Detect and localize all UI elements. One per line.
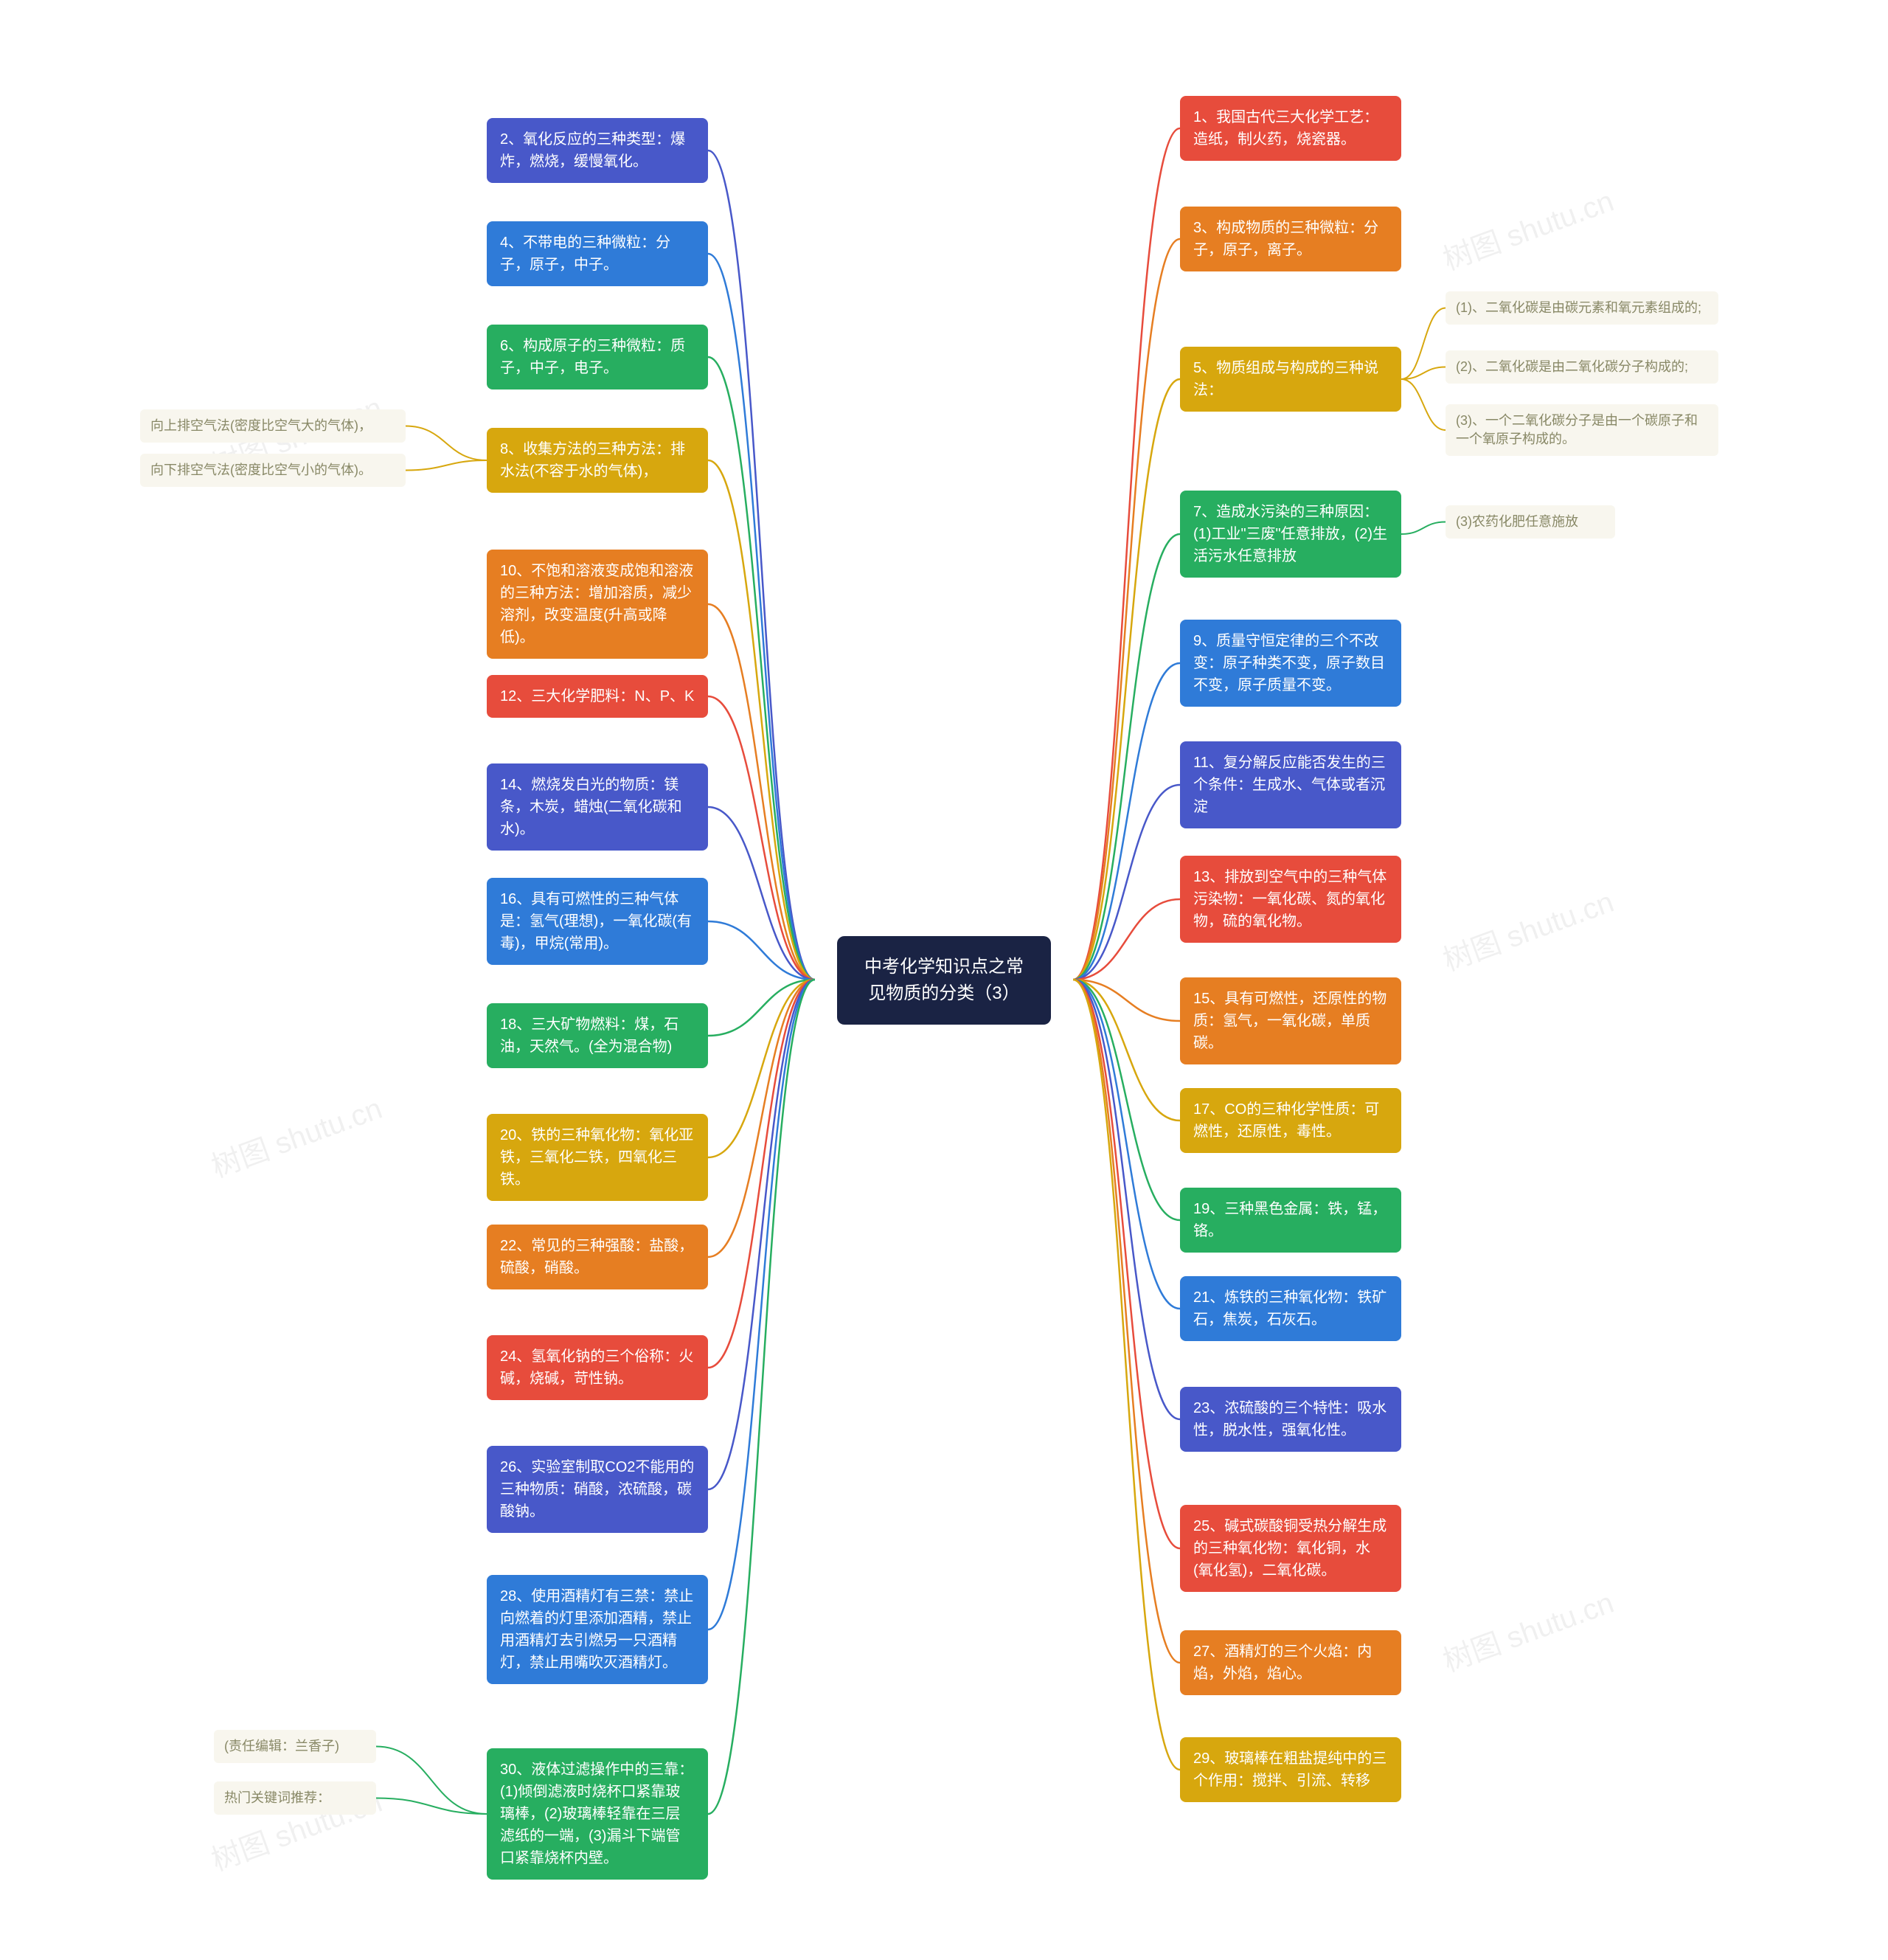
branch-node: 8、收集方法的三种方法：排水法(不容于水的气体)， bbox=[487, 428, 708, 493]
branch-node: 11、复分解反应能否发生的三个条件：生成水、气体或者沉淀 bbox=[1180, 741, 1401, 828]
branch-node: 7、造成水污染的三种原因：(1)工业"三废"任意排放，(2)生活污水任意排放 bbox=[1180, 491, 1401, 578]
sub-node: (2)、二氧化碳是由二氧化碳分子构成的; bbox=[1446, 350, 1718, 384]
sub-node: (责任编辑：兰香子) bbox=[214, 1730, 376, 1763]
branch-node: 6、构成原子的三种微粒：质子，中子，电子。 bbox=[487, 325, 708, 389]
sub-node: 向上排空气法(密度比空气大的气体)， bbox=[140, 409, 406, 443]
branch-node: 3、构成物质的三种微粒：分子，原子，离子。 bbox=[1180, 207, 1401, 271]
sub-node: (3)、一个二氧化碳分子是由一个碳原子和一个氧原子构成的。 bbox=[1446, 404, 1718, 456]
branch-node: 23、浓硫酸的三个特性：吸水性，脱水性，强氧化性。 bbox=[1180, 1387, 1401, 1452]
branch-node: 25、碱式碳酸铜受热分解生成的三种氧化物：氧化铜，水(氧化氢)，二氧化碳。 bbox=[1180, 1505, 1401, 1592]
branch-node: 29、玻璃棒在粗盐提纯中的三个作用：搅拌、引流、转移 bbox=[1180, 1737, 1401, 1802]
watermark: 树图 shutu.cn bbox=[1436, 1579, 1619, 1680]
branch-node: 19、三种黑色金属：铁，锰，铬。 bbox=[1180, 1188, 1401, 1253]
watermark: 树图 shutu.cn bbox=[1436, 878, 1619, 979]
branch-node: 16、具有可燃性的三种气体是：氢气(理想)，一氧化碳(有毒)，甲烷(常用)。 bbox=[487, 878, 708, 965]
branch-node: 4、不带电的三种微粒：分子，原子，中子。 bbox=[487, 221, 708, 286]
branch-node: 9、质量守恒定律的三个不改变：原子种类不变，原子数目不变，原子质量不变。 bbox=[1180, 620, 1401, 707]
branch-node: 15、具有可燃性，还原性的物质：氢气，一氧化碳，单质碳。 bbox=[1180, 977, 1401, 1064]
branch-node: 26、实验室制取CO2不能用的三种物质：硝酸，浓硫酸，碳酸钠。 bbox=[487, 1446, 708, 1533]
branch-node: 5、物质组成与构成的三种说法： bbox=[1180, 347, 1401, 412]
sub-node: 向下排空气法(密度比空气小的气体)。 bbox=[140, 454, 406, 487]
branch-node: 17、CO的三种化学性质：可燃性，还原性，毒性。 bbox=[1180, 1088, 1401, 1153]
branch-node: 20、铁的三种氧化物：氧化亚铁，三氧化二铁，四氧化三铁。 bbox=[487, 1114, 708, 1201]
sub-node: (3)农药化肥任意施放 bbox=[1446, 505, 1615, 539]
branch-node: 22、常见的三种强酸：盐酸，硫酸，硝酸。 bbox=[487, 1225, 708, 1289]
branch-node: 21、炼铁的三种氧化物：铁矿石，焦炭，石灰石。 bbox=[1180, 1276, 1401, 1341]
branch-node: 24、氢氧化钠的三个俗称：火碱，烧碱，苛性钠。 bbox=[487, 1335, 708, 1400]
watermark: 树图 shutu.cn bbox=[1436, 177, 1619, 278]
center-node: 中考化学知识点之常见物质的分类（3） bbox=[837, 936, 1051, 1025]
watermark: 树图 shutu.cn bbox=[204, 1084, 387, 1185]
branch-node: 14、燃烧发白光的物质：镁条，木炭，蜡烛(二氧化碳和水)。 bbox=[487, 763, 708, 851]
branch-node: 12、三大化学肥料：N、P、K bbox=[487, 675, 708, 718]
branch-node: 1、我国古代三大化学工艺：造纸，制火药，烧瓷器。 bbox=[1180, 96, 1401, 161]
branch-node: 13、排放到空气中的三种气体污染物：一氧化碳、氮的氧化物，硫的氧化物。 bbox=[1180, 856, 1401, 943]
branch-node: 27、酒精灯的三个火焰：内焰，外焰，焰心。 bbox=[1180, 1630, 1401, 1695]
branch-node: 28、使用酒精灯有三禁：禁止向燃着的灯里添加酒精，禁止用酒精灯去引燃另一只酒精灯… bbox=[487, 1575, 708, 1684]
sub-node: 热门关键词推荐： bbox=[214, 1781, 376, 1815]
branch-node: 18、三大矿物燃料：煤，石油，天然气。(全为混合物) bbox=[487, 1003, 708, 1068]
branch-node: 10、不饱和溶液变成饱和溶液的三种方法：增加溶质，减少溶剂，改变温度(升高或降低… bbox=[487, 550, 708, 659]
sub-node: (1)、二氧化碳是由碳元素和氧元素组成的; bbox=[1446, 291, 1718, 325]
branch-node: 2、氧化反应的三种类型：爆炸，燃烧，缓慢氧化。 bbox=[487, 118, 708, 183]
branch-node: 30、液体过滤操作中的三靠：(1)倾倒滤液时烧杯口紧靠玻璃棒，(2)玻璃棒轻靠在… bbox=[487, 1748, 708, 1880]
